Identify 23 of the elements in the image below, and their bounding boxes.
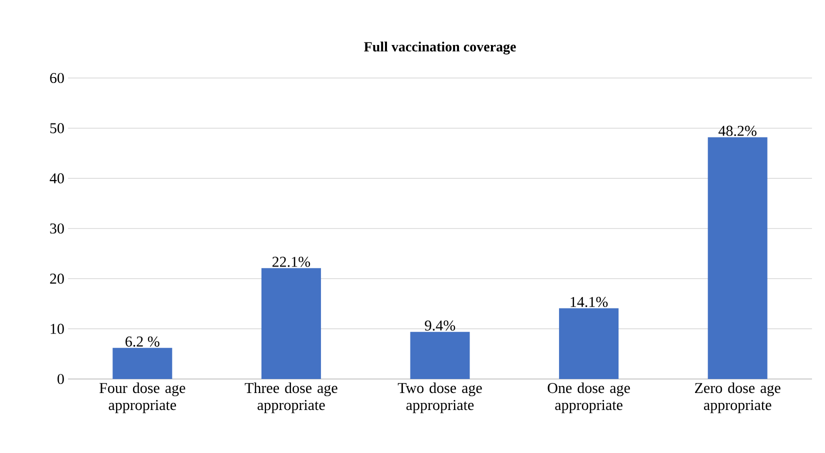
bar bbox=[112, 348, 172, 379]
y-tick-label: 60 bbox=[50, 72, 64, 84]
y-tick-label: 40 bbox=[50, 173, 64, 184]
bar bbox=[261, 268, 321, 379]
y-tick-label: 50 bbox=[50, 123, 64, 134]
data-label: 22.1% bbox=[272, 256, 310, 267]
data-label: 14.1% bbox=[570, 296, 608, 308]
y-tick-label: 20 bbox=[50, 274, 64, 284]
y-tick-label: 10 bbox=[50, 324, 64, 334]
data-label: 9.4% bbox=[424, 320, 456, 331]
y-tick-label: 30 bbox=[50, 223, 64, 234]
x-tick-label: Zero dose age appropriate bbox=[695, 382, 780, 414]
x-tick-label: Three dose age appropriate bbox=[244, 382, 338, 414]
bar bbox=[410, 332, 470, 379]
data-label: 6.2 % bbox=[126, 336, 160, 347]
data-label: 48.2% bbox=[718, 126, 756, 136]
bar bbox=[559, 308, 619, 379]
x-tick-label: Four dose age appropriate bbox=[100, 382, 186, 414]
y-tick-label: 0 bbox=[58, 374, 64, 384]
x-tick-label: Two dose age appropriate bbox=[398, 382, 482, 414]
x-tick-label: One dose age appropriate bbox=[548, 382, 630, 414]
chart-title: Full vaccination coverage bbox=[364, 42, 516, 54]
bar bbox=[708, 137, 768, 379]
